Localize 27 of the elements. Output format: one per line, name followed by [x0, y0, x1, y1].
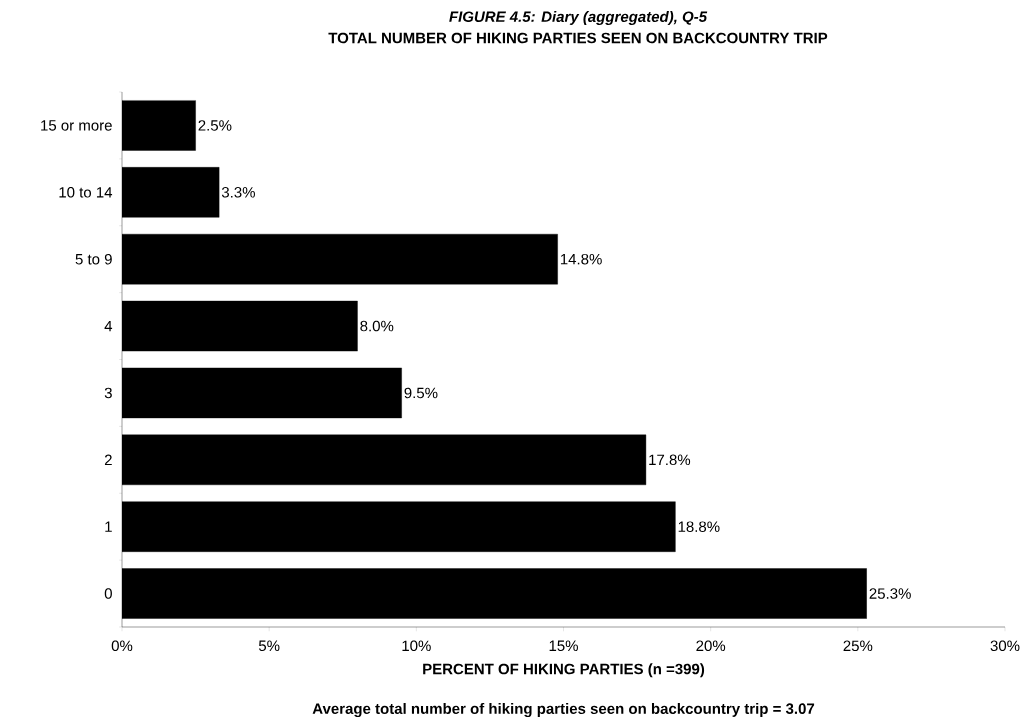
x-tick-label: 25%	[843, 640, 873, 652]
y-tick-label: 4	[104, 320, 113, 332]
x-tick-label: 5%	[258, 640, 280, 652]
y-tick-label: 3	[104, 387, 112, 399]
x-tick-label: 0%	[111, 640, 133, 652]
x-tick-label: 15%	[549, 640, 578, 652]
chart-title: FIGURE 4.5: Diary (aggregated), Q-5	[449, 11, 708, 25]
data-label: 18.8%	[678, 521, 720, 532]
data-label: 2.5%	[198, 120, 232, 131]
data-label: 17.8%	[649, 454, 691, 466]
data-label: 14.8%	[560, 253, 602, 265]
x-axis-title: PERCENT OF HIKING PARTIES (n =399)	[423, 663, 705, 678]
x-tick-label: 20%	[696, 640, 726, 652]
x-tick-label: 30%	[990, 640, 1020, 652]
data-label: 8.0%	[360, 320, 394, 332]
data-label: 3.3%	[221, 187, 255, 198]
y-tick-label: 5 to 9	[75, 253, 112, 265]
chart-subtitle: TOTAL NUMBER OF HIKING PARTIES SEEN ON BACKCOUNTRY TRIP	[328, 32, 828, 44]
x-tick-label: 10%	[402, 640, 431, 652]
data-label: 25.3%	[869, 588, 911, 599]
text: Average total number of hiking parties seen on backcountry trip = 3.07	[312, 702, 815, 718]
y-tick-label: 2	[104, 454, 112, 466]
y-tick-label: 0	[104, 588, 112, 599]
y-tick-label: 15 or more	[41, 120, 112, 131]
y-tick-label: 10 to 14	[59, 187, 113, 198]
data-label: 9.5%	[404, 387, 438, 399]
y-tick-label: 1	[105, 521, 112, 532]
